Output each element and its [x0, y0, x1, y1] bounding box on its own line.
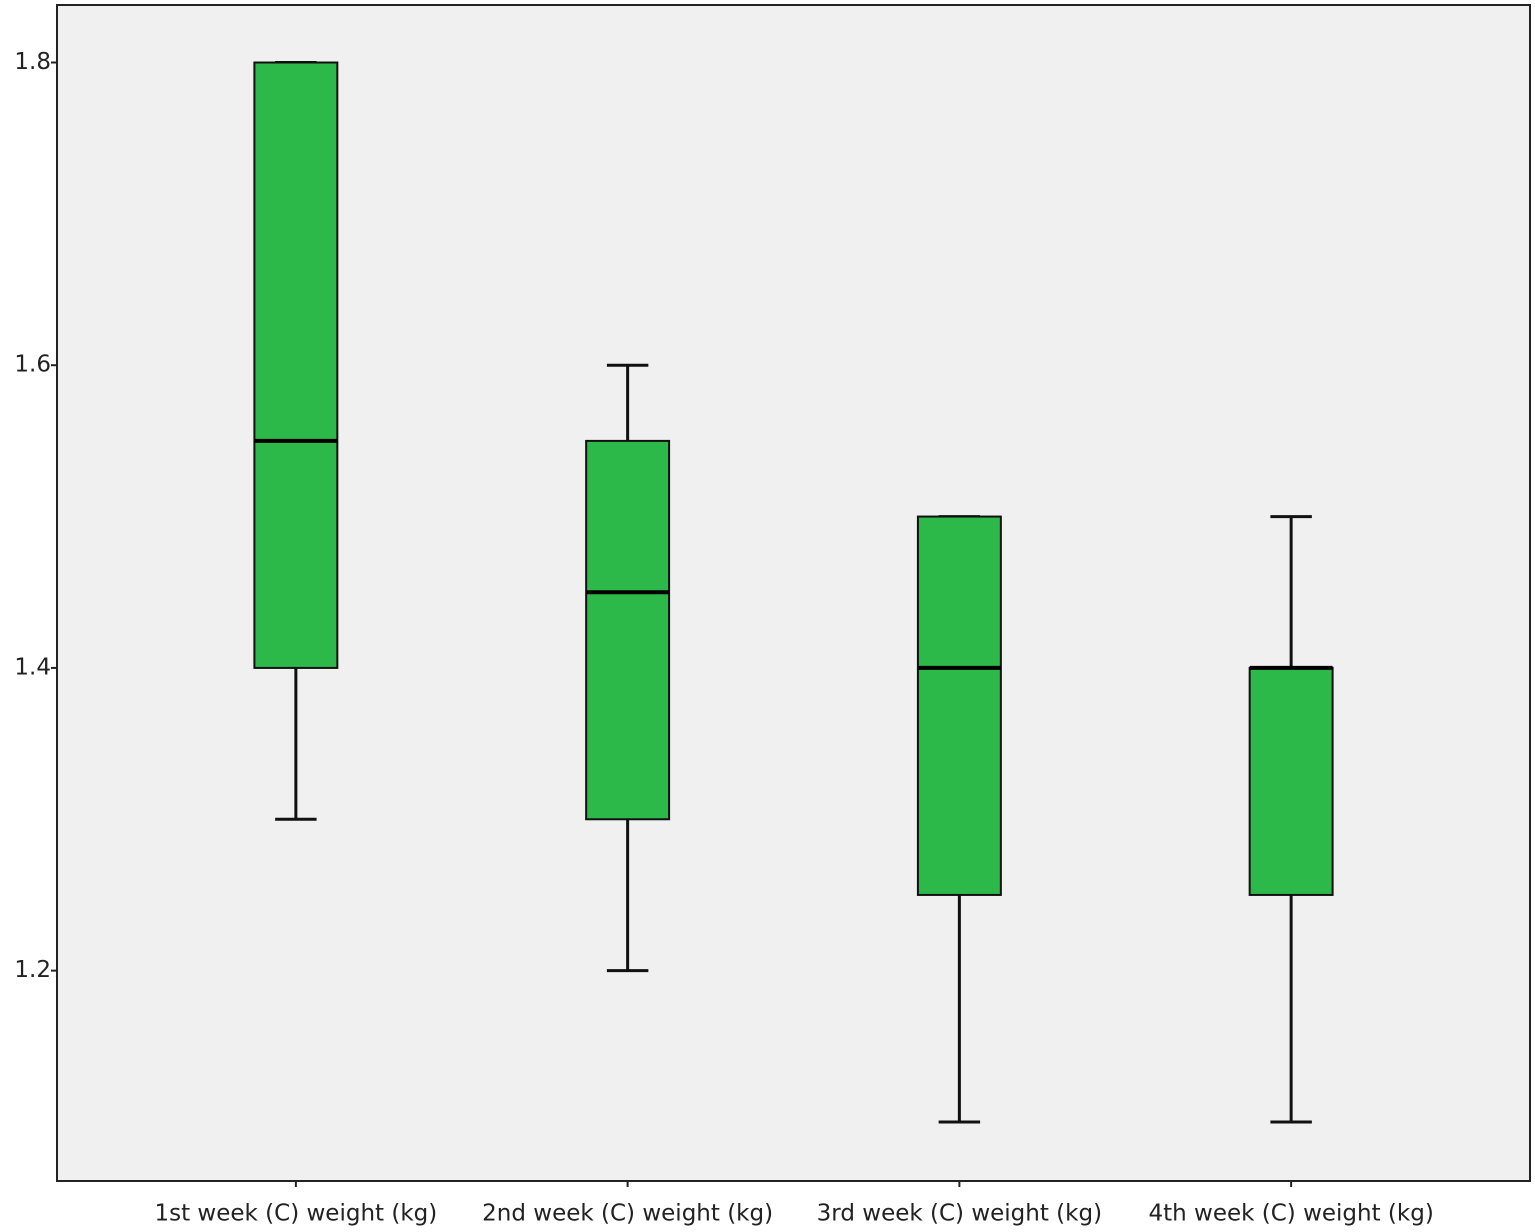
box [1248, 666, 1334, 896]
box [253, 61, 339, 669]
y-tick-label: 1.6 [14, 352, 51, 378]
box [585, 439, 671, 821]
x-tick-label: 2nd week (C) weight (kg) [482, 1201, 773, 1227]
y-tick-label: 1.2 [14, 957, 51, 983]
box [916, 515, 1002, 896]
y-tick-label: 1.4 [14, 654, 51, 680]
y-tick-label: 1.8 [14, 49, 51, 75]
x-tick-label: 1st week (C) weight (kg) [154, 1201, 437, 1227]
x-tick-label: 4th week (C) weight (kg) [1148, 1201, 1433, 1227]
x-tick-label: 3rd week (C) weight (kg) [817, 1201, 1102, 1227]
